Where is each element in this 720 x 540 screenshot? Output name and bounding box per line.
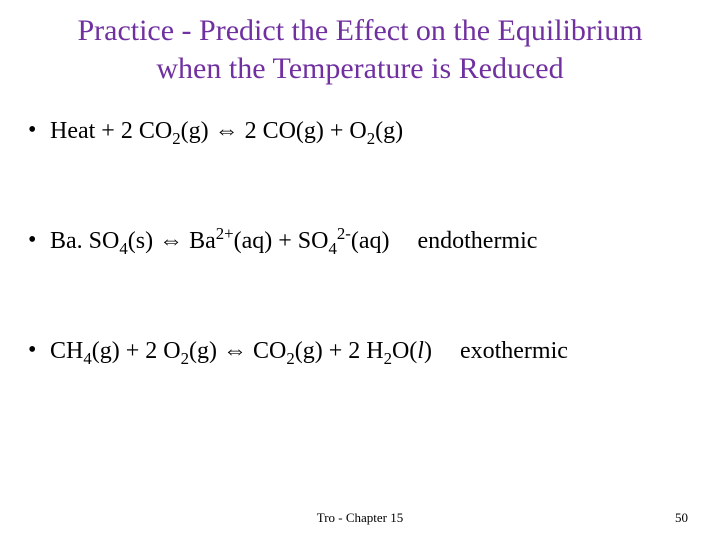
subscript: 2	[181, 349, 189, 368]
bullet-marker: •	[28, 225, 50, 256]
superscript: 2-	[337, 224, 351, 243]
bullet-item-2: • Ba. SO4(s) ⇔ Ba2+(aq) + SO42-(aq) endo…	[28, 225, 700, 257]
equilibrium-arrow-icon: ⇔	[223, 337, 247, 364]
superscript: 2+	[216, 224, 234, 243]
text: Heat + 2 CO	[50, 118, 172, 144]
subscript: 2	[384, 349, 392, 368]
title-line-2: when the Temperature is Reduced	[156, 52, 563, 85]
subscript: 2	[367, 129, 375, 148]
bullet-item-1: • Heat + 2 CO2(g) ⇔ 2 CO(g) + O2(g)	[28, 115, 700, 147]
text: (g)	[375, 118, 403, 144]
exothermic-label: exothermic	[438, 338, 568, 364]
equilibrium-arrow-icon: ⇔	[159, 227, 183, 254]
subscript: 4	[83, 349, 91, 368]
text: (aq)	[351, 228, 390, 254]
bullet-item-3: • CH4(g) + 2 O2(g) ⇔ CO2(g) + 2 H2O(l) e…	[28, 335, 700, 367]
text: (s)	[128, 228, 159, 254]
text: CO	[247, 338, 286, 364]
subscript: 2	[286, 349, 294, 368]
endothermic-label: endothermic	[395, 228, 537, 254]
text: CH	[50, 338, 83, 364]
text: Ba. SO	[50, 228, 119, 254]
text: Ba	[183, 228, 216, 254]
bullet-1-content: Heat + 2 CO2(g) ⇔ 2 CO(g) + O2(g)	[50, 115, 700, 147]
text: (g)	[181, 118, 215, 144]
slide-title: Practice - Predict the Effect on the Equ…	[20, 12, 700, 87]
bullet-3-content: CH4(g) + 2 O2(g) ⇔ CO2(g) + 2 H2O(l) exo…	[50, 335, 700, 367]
footer-page-number: 50	[675, 510, 688, 526]
subscript: 4	[328, 239, 336, 258]
bullet-list: • Heat + 2 CO2(g) ⇔ 2 CO(g) + O2(g) • Ba…	[20, 115, 700, 368]
bullet-marker: •	[28, 335, 50, 366]
equilibrium-arrow-icon: ⇔	[215, 117, 239, 144]
text: (g) + 2 H	[295, 338, 384, 364]
subscript: 2	[172, 129, 180, 148]
bullet-2-content: Ba. SO4(s) ⇔ Ba2+(aq) + SO42-(aq) endoth…	[50, 225, 700, 257]
text: (aq) + SO	[234, 228, 329, 254]
text: )	[424, 338, 432, 364]
title-line-1: Practice - Predict the Effect on the Equ…	[77, 14, 642, 47]
text: 2 CO(g) + O	[239, 118, 367, 144]
text: O(	[392, 338, 417, 364]
text: (g)	[189, 338, 223, 364]
italic-l: l	[417, 338, 424, 364]
text: (g) + 2 O	[92, 338, 181, 364]
footer-center: Tro - Chapter 15	[0, 510, 720, 526]
slide: { "title_line1": "Practice - Predict the…	[0, 0, 720, 540]
bullet-marker: •	[28, 115, 50, 146]
subscript: 4	[119, 239, 127, 258]
